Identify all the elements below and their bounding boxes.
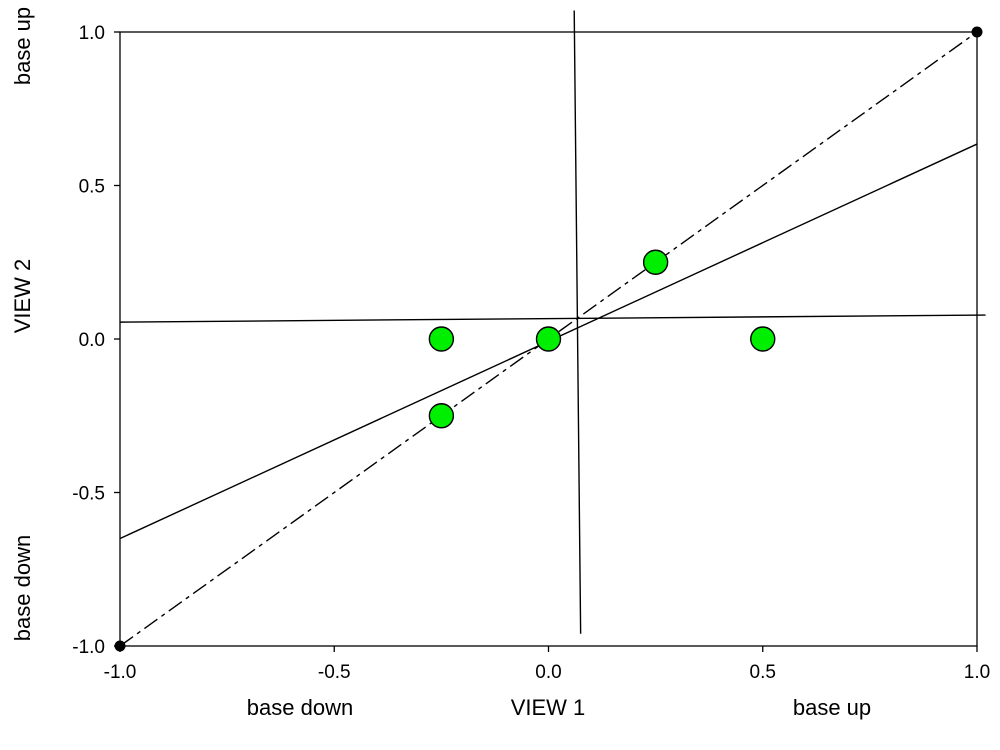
data-point: [535, 326, 562, 352]
y-tick-label: 0.5: [79, 177, 105, 198]
endpoint-marker: [114, 640, 126, 652]
data-point: [428, 326, 455, 352]
y-axis-ticks: -1.0 -0.5 0.0 0.5 1.0: [72, 23, 120, 658]
data-point: [642, 249, 669, 275]
x-tick-label: 1.0: [964, 662, 990, 683]
y-tick-label: -0.5: [72, 484, 105, 505]
y-axis-label: VIEW 2: [10, 259, 35, 334]
endpoint-marker: [971, 26, 983, 38]
y-tick-label: 1.0: [79, 23, 105, 44]
x-tick-label: -0.5: [318, 662, 351, 683]
data-point: [750, 326, 776, 352]
identity-line: [119, 31, 978, 647]
x-low-label: base down: [247, 695, 353, 720]
data-points: [428, 249, 776, 429]
y-high-label: base up: [10, 7, 35, 85]
y-tick-label: -1.0: [72, 637, 105, 658]
x-axis-ticks: -1.0 -0.5 0.0 0.5 1.0: [104, 646, 990, 683]
data-point: [428, 403, 455, 429]
x-tick-label: -1.0: [104, 662, 137, 683]
y-low-label: base down: [10, 535, 35, 641]
y-tick-label: 0.0: [79, 330, 105, 351]
near-horizontal-line: [119, 314, 986, 323]
x-tick-label: 0.5: [750, 662, 776, 683]
x-high-label: base up: [793, 695, 871, 720]
regression-line-x-on-y: [573, 10, 582, 634]
x-axis-label: VIEW 1: [511, 695, 586, 720]
x-tick-label: 0.0: [535, 662, 561, 683]
